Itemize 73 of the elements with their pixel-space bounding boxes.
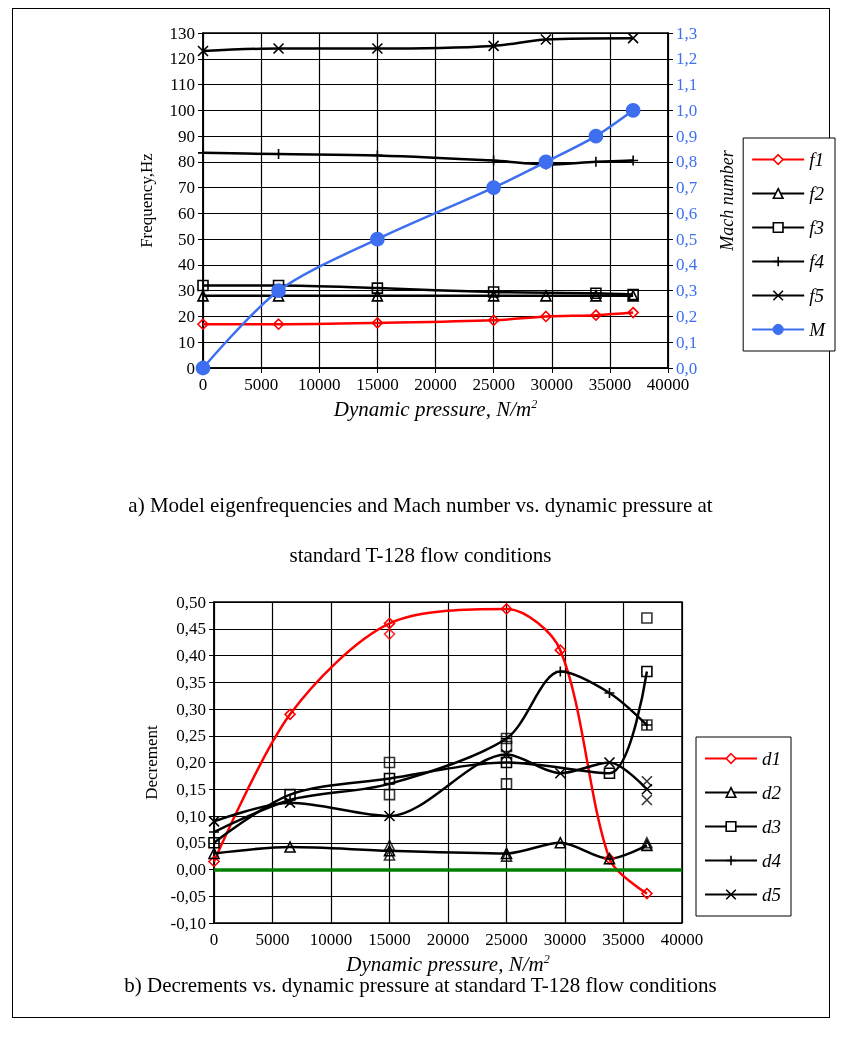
y-tick-label: 110	[170, 75, 195, 95]
x-tick-label: 35000	[602, 930, 645, 949]
x-tick-label: 20000	[426, 930, 470, 949]
legend-label: d3	[762, 816, 781, 837]
x-tick-label: 25000	[472, 375, 515, 394]
y-tick-label: 20	[178, 306, 195, 326]
y-tick-label: 0,10	[176, 806, 206, 826]
y2-tick-label: 0,1	[676, 332, 698, 352]
y-tick-label: 70	[178, 178, 195, 198]
y-tick-label: 0,35	[176, 672, 206, 692]
y-tick-label: 40	[178, 255, 195, 275]
y2-tick-label: 1,1	[676, 75, 698, 95]
y-tick-label: 0,25	[176, 726, 206, 746]
x-tick-label: 5000	[244, 375, 279, 394]
y-tick-label: 0,00	[176, 860, 206, 879]
y2-tick-label: 0,0	[676, 358, 698, 378]
x-tick-label: 40000	[646, 375, 690, 394]
y-tick-label: 90	[178, 126, 195, 146]
legend-label: d1	[762, 748, 781, 769]
y-tick-label: 30	[178, 281, 195, 301]
y2-tick-label: 0,6	[676, 203, 698, 223]
y-tick-label: 0,05	[176, 833, 206, 853]
y2-tick-label: 1,3	[676, 23, 698, 43]
y-axis-title: Decrement	[141, 724, 161, 800]
legend-label: d4	[762, 850, 782, 871]
legend-label: M	[808, 319, 827, 340]
y-tick-label: 60	[178, 203, 195, 223]
y2-tick-label: 0,8	[676, 152, 698, 172]
x-tick-label: 10000	[298, 375, 341, 394]
x-tick-label: 20000	[414, 375, 457, 394]
y-tick-label: 0,40	[176, 646, 206, 665]
legend-label: f3	[809, 217, 824, 238]
legend-label: f1	[809, 149, 824, 170]
y-tick-label: 130	[169, 23, 195, 43]
x-tick-label: 25000	[485, 930, 528, 949]
y2-tick-label: 1,2	[676, 49, 698, 69]
y-tick-label: -0,05	[170, 886, 206, 906]
x-tick-label: 35000	[588, 375, 632, 394]
y-tick-label: 120	[169, 49, 195, 69]
y-axis-title: Frequency,Hz	[137, 152, 156, 248]
y-tick-label: 10	[178, 332, 195, 352]
x-tick-label: 30000	[543, 930, 587, 949]
y2-tick-label: 1,0	[676, 100, 698, 120]
y2-tick-label: 0,3	[676, 281, 698, 301]
legend-label: f4	[809, 251, 825, 272]
x-tick-label: 0	[209, 930, 219, 949]
y-tick-label: 0,20	[176, 753, 206, 772]
x-tick-label: 10000	[309, 930, 353, 949]
y-tick-label: -0,10	[170, 913, 206, 933]
legend-label: f5	[809, 285, 824, 306]
y-tick-label: 0,15	[176, 779, 206, 799]
y-tick-label: 0,50	[176, 592, 206, 612]
text: a) Model eigenfrequencies and Mach number vs. dynamic pressure at standard T-128 flow conditions	[128, 493, 713, 567]
y-tick-label: 0,45	[176, 619, 206, 639]
y-tick-label: 0	[186, 358, 195, 378]
x-tick-label: 5000	[255, 930, 290, 949]
y-tick-label: 80	[178, 152, 195, 172]
legend-label: f2	[809, 183, 825, 204]
legend-label: d2	[762, 782, 782, 803]
x-tick-label: 15000	[368, 930, 411, 949]
y-tick-label: 100	[169, 100, 195, 120]
y2-tick-label: 0,2	[676, 306, 698, 326]
x-tick-label: 30000	[530, 375, 573, 394]
y-tick-label: 50	[178, 229, 195, 249]
x-tick-label: 15000	[356, 375, 399, 394]
y2-tick-label: 0,7	[676, 178, 698, 198]
y2-tick-label: 0,4	[676, 255, 698, 275]
y2-axis-title: Mach number	[717, 149, 737, 252]
y2-tick-label: 0,5	[676, 229, 698, 249]
y-tick-label: 0,30	[176, 699, 206, 719]
x-tick-label: 40000	[660, 930, 704, 949]
legend-label: d5	[762, 884, 781, 905]
y2-tick-label: 0,9	[676, 126, 698, 146]
